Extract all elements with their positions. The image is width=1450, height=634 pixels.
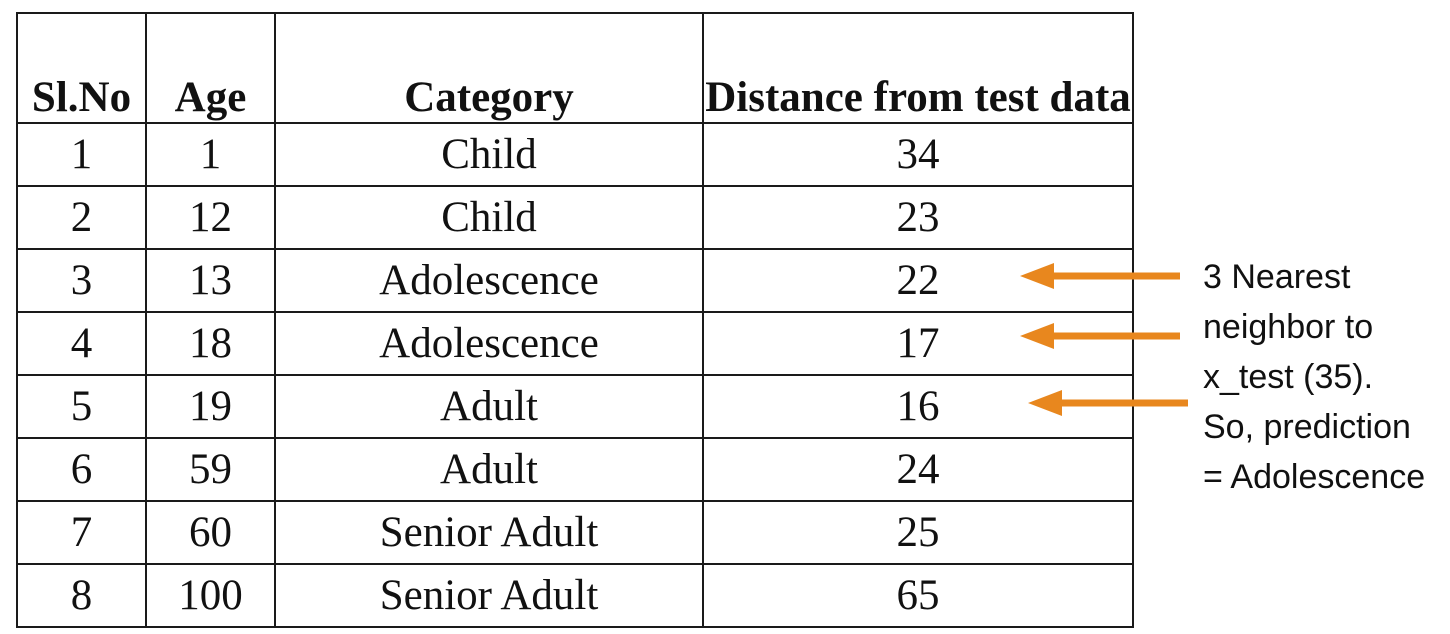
cell-age: 60	[145, 500, 276, 565]
header-category: Category	[274, 12, 704, 124]
cell-slno: 3	[16, 248, 147, 313]
nearest-neighbor-arrow-2	[1020, 322, 1180, 350]
arrow-left-icon	[1028, 390, 1188, 416]
cell-age: 18	[145, 311, 276, 376]
table-row: 2 12 Child 23	[16, 185, 1134, 250]
cell-slno: 2	[16, 185, 147, 250]
cell-slno: 4	[16, 311, 147, 376]
cell-distance: 34	[702, 122, 1134, 187]
cell-distance: 23	[702, 185, 1134, 250]
cell-age: 100	[145, 563, 276, 628]
nearest-neighbor-arrow-1	[1020, 262, 1180, 290]
cell-distance: 65	[702, 563, 1134, 628]
arrow-left-icon	[1020, 263, 1180, 289]
cell-distance: 22	[702, 248, 1134, 313]
annotation-line: neighbor to	[1203, 308, 1374, 346]
table-row: 8 100 Senior Adult 65	[16, 563, 1134, 628]
arrow-left-icon	[1020, 323, 1180, 349]
annotation-line: So, prediction	[1203, 408, 1411, 446]
header-age: Age	[145, 12, 276, 124]
cell-slno: 6	[16, 437, 147, 502]
cell-age: 13	[145, 248, 276, 313]
cell-category: Adolescence	[274, 248, 704, 313]
data-table: Sl.No Age Category Distance from test da…	[16, 12, 1134, 628]
table-row: 4 18 Adolescence 17	[16, 311, 1134, 376]
table-row: 1 1 Child 34	[16, 122, 1134, 187]
nearest-neighbor-arrow-3	[1028, 389, 1188, 417]
table-row: 6 59 Adult 24	[16, 437, 1134, 502]
table-row: 5 19 Adult 16	[16, 374, 1134, 439]
cell-category: Adult	[274, 374, 704, 439]
cell-slno: 8	[16, 563, 147, 628]
cell-category: Senior Adult	[274, 500, 704, 565]
cell-category: Child	[274, 122, 704, 187]
cell-slno: 1	[16, 122, 147, 187]
cell-age: 1	[145, 122, 276, 187]
prediction-annotation: 3 Nearest neighbor to x_test (35). So, p…	[1203, 252, 1448, 502]
annotation-line: = Adolescence	[1203, 458, 1426, 496]
annotation-line: x_test (35).	[1203, 358, 1374, 396]
cell-category: Adult	[274, 437, 704, 502]
cell-age: 12	[145, 185, 276, 250]
header-row: Sl.No Age Category Distance from test da…	[16, 12, 1134, 124]
cell-category: Senior Adult	[274, 563, 704, 628]
header-distance: Distance from test data	[702, 12, 1134, 124]
table-row: 7 60 Senior Adult 25	[16, 500, 1134, 565]
cell-distance: 25	[702, 500, 1134, 565]
cell-age: 59	[145, 437, 276, 502]
table-row: 3 13 Adolescence 22	[16, 248, 1134, 313]
cell-category: Child	[274, 185, 704, 250]
cell-slno: 5	[16, 374, 147, 439]
header-slno: Sl.No	[16, 12, 147, 124]
annotation-line: 3 Nearest	[1203, 258, 1351, 296]
cell-slno: 7	[16, 500, 147, 565]
cell-distance: 17	[702, 311, 1134, 376]
cell-age: 19	[145, 374, 276, 439]
cell-distance: 24	[702, 437, 1134, 502]
cell-distance: 16	[702, 374, 1134, 439]
cell-category: Adolescence	[274, 311, 704, 376]
